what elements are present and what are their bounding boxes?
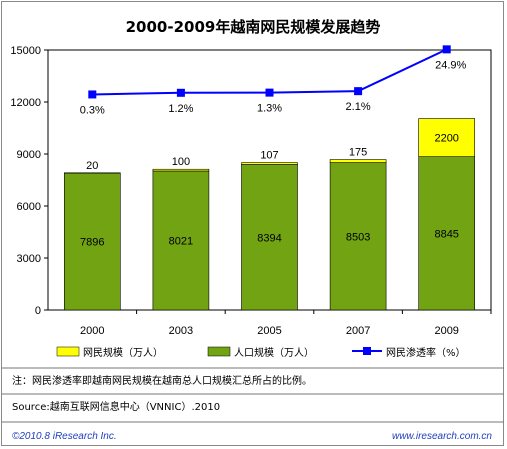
data-label-population-2005: 8394 <box>257 232 281 244</box>
legend-label-population: 人口规模（万人） <box>234 346 314 359</box>
legend-marker-penetration <box>363 347 371 355</box>
x-tick-label-2003: 2003 <box>169 325 193 337</box>
data-label-population-2003: 8021 <box>169 235 193 247</box>
penetration-label-2000: 0.3% <box>80 104 105 116</box>
penetration-marker-2005 <box>265 88 274 97</box>
penetration-label-2003: 1.2% <box>168 103 193 115</box>
legend: 网民规模（万人） 人口规模（万人） 网民渗透率（%） <box>56 346 466 359</box>
legend-swatch-netizens <box>56 346 80 357</box>
bar-netizens-2003 <box>152 168 210 172</box>
data-label-netizens-2009: 2200 <box>434 133 458 145</box>
bar-population-2000 <box>64 172 121 311</box>
x-tick-label-2000: 2000 <box>80 325 104 337</box>
y-tick-label-2: 6000 <box>17 201 41 213</box>
legend-swatch-population <box>207 346 231 357</box>
penetration-marker-2009 <box>442 45 451 54</box>
penetration-marker-2007 <box>354 87 363 96</box>
legend-label-netizens: 网民规模（万人） <box>83 346 163 359</box>
penetration-label-2007: 2.1% <box>346 101 371 113</box>
data-label-netizens-2000: 20 <box>86 160 98 172</box>
y-tick-label-0: 0 <box>35 305 41 317</box>
bar-netizens-2005 <box>241 162 298 165</box>
x-tick-label-2007: 2007 <box>346 325 370 337</box>
data-label-netizens-2005: 107 <box>260 150 278 162</box>
y-tick-label-4: 12000 <box>10 97 41 109</box>
penetration-label-2005: 1.3% <box>257 103 282 115</box>
bar-population-2005 <box>241 164 298 311</box>
x-tick-label-2005: 2005 <box>257 325 281 337</box>
bar-population-2009 <box>418 156 476 311</box>
y-tick-label-1: 3000 <box>17 253 41 265</box>
data-label-population-2000: 7896 <box>80 237 104 249</box>
copyright-text: ©2010.8 iResearch Inc. <box>12 431 117 442</box>
bar-series: 7896 20 8021 100 8394 107 8503 175 8845 2200 <box>64 118 476 311</box>
chart-title: 2000-2009年越南网民规模发展趋势 <box>126 18 381 36</box>
penetration-marker-2000 <box>88 90 97 99</box>
penetration-label-2009: 24.9% <box>435 59 466 71</box>
y-axis: 0 3000 6000 9000 12000 15000 <box>10 45 48 317</box>
bar-population-2003 <box>152 170 210 311</box>
y-tick-label-3: 9000 <box>17 149 41 161</box>
bar-population-2007 <box>329 162 387 311</box>
data-label-population-2007: 8503 <box>346 231 370 243</box>
data-label-netizens-2003: 100 <box>172 156 190 168</box>
x-tick-label-2009: 2009 <box>434 325 458 337</box>
y-tick-label-5: 15000 <box>10 45 41 57</box>
website-link[interactable]: www.iresearch.com.cn <box>392 431 492 442</box>
data-label-netizens-2007: 175 <box>349 147 367 159</box>
data-label-population-2009: 8845 <box>434 228 458 240</box>
source-text: Source:越南互联网信息中心（VNNIC）.2010 <box>12 400 220 413</box>
bar-netizens-2007 <box>329 159 387 163</box>
legend-label-penetration: 网民渗透率（%） <box>386 346 466 359</box>
note-text: 注：网民渗透率即越南网民规模在越南总人口规模汇总所占的比例。 <box>12 374 312 387</box>
penetration-line-series: 0.3% 1.2% 1.3% 2.1% 24.9% <box>80 45 467 116</box>
bar-netizens-2009 <box>418 118 476 157</box>
x-axis: 2000 2003 2005 2007 2009 <box>80 310 492 337</box>
penetration-marker-2003 <box>176 88 185 97</box>
